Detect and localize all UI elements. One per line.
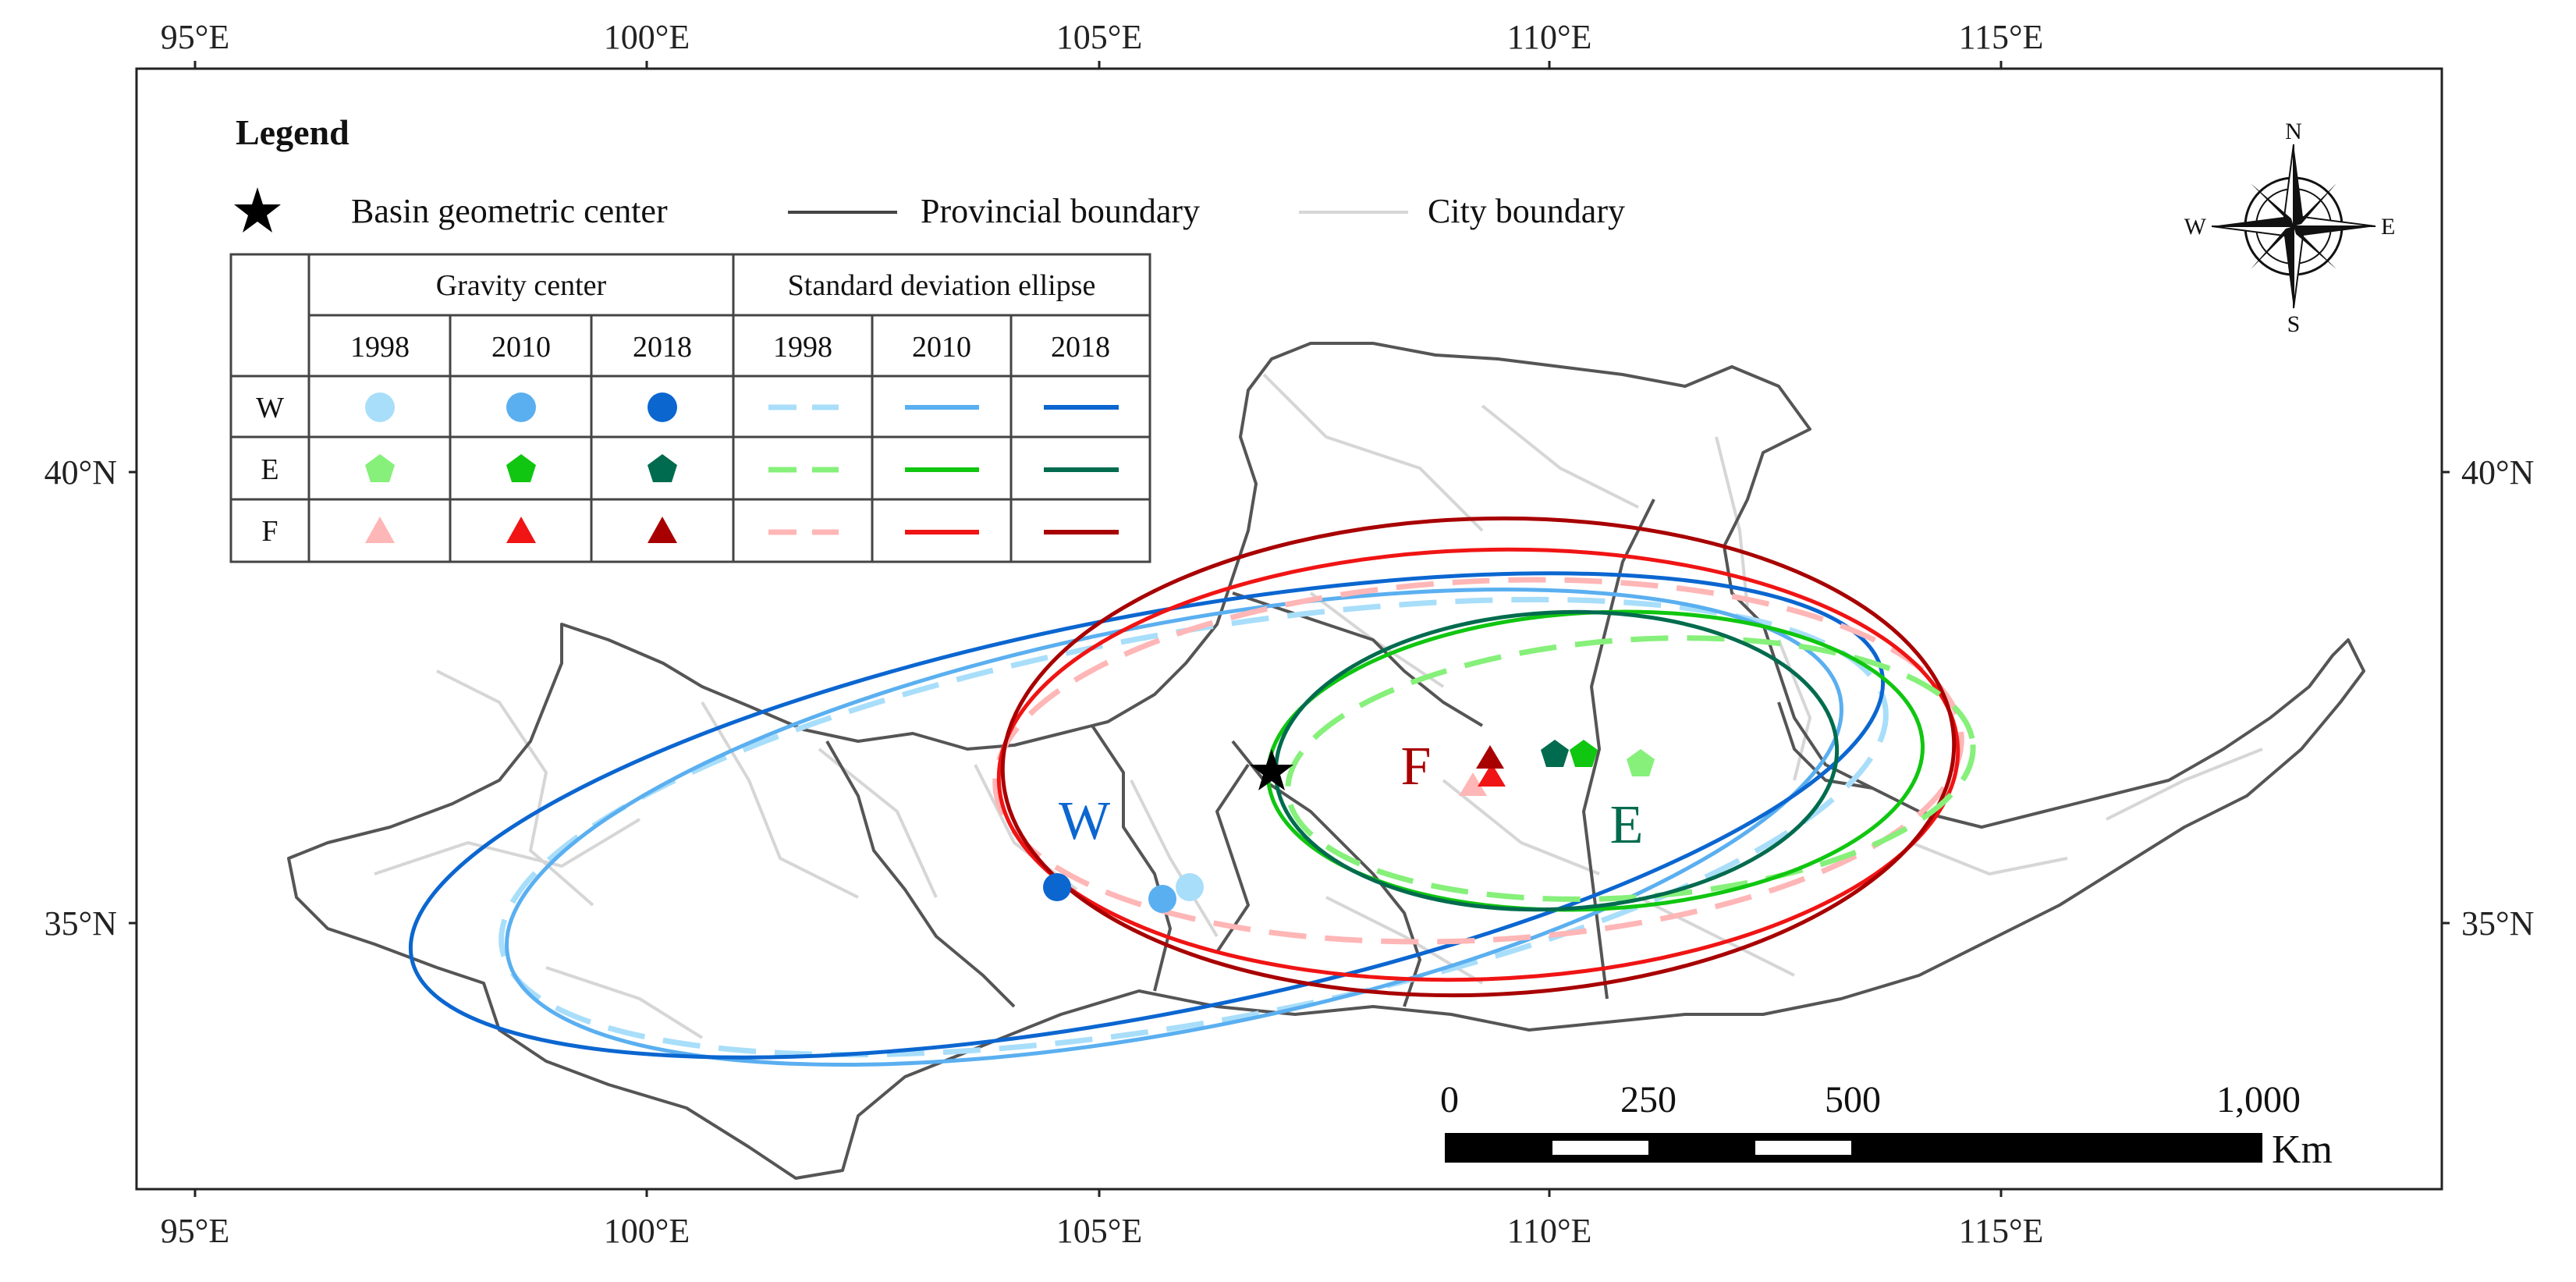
bottom-tick-label: 115°E xyxy=(1959,1212,2044,1250)
provincial-boundaries xyxy=(287,342,2365,1180)
map-label-f: F xyxy=(1401,737,1432,797)
legend-city: City boundary xyxy=(1428,192,1625,230)
basin-center-star-icon xyxy=(1250,749,1293,790)
right-tick-label: 40°N xyxy=(2461,453,2534,492)
top-tick-label: 105°E xyxy=(1056,18,1142,56)
map-label-w: W xyxy=(1059,791,1110,851)
legend-w-2018-icon xyxy=(648,392,677,422)
table-year: 1998 xyxy=(350,331,410,364)
legend-w-1998-icon xyxy=(365,392,395,422)
table-year: 2010 xyxy=(912,331,971,364)
gravity-e-1998 xyxy=(1627,749,1655,776)
gravity-f-1998 xyxy=(1459,772,1487,796)
scale-unit: Km xyxy=(2272,1128,2333,1172)
gravity-f-2010 xyxy=(1478,763,1506,787)
compass-e: E xyxy=(2381,214,2395,240)
compass-s: S xyxy=(2287,311,2301,337)
gravity-e-2018 xyxy=(1541,740,1569,767)
legend-provincial: Provincial boundary xyxy=(921,192,1200,230)
scale-label-250: 250 xyxy=(1620,1079,1677,1120)
compass-n: N xyxy=(2285,119,2302,144)
top-tick-label: 95°E xyxy=(161,18,229,56)
left-tick-label: 35°N xyxy=(44,904,117,943)
table-header-ellipse: Standard deviation ellipse xyxy=(788,269,1096,302)
top-tick-label: 100°E xyxy=(604,18,690,56)
bottom-tick-label: 95°E xyxy=(161,1212,229,1250)
ellipses-w xyxy=(408,571,1889,1067)
left-tick-label: 40°N xyxy=(44,453,117,492)
table-year: 2018 xyxy=(1051,331,1110,364)
gravity-f-2018 xyxy=(1476,745,1504,769)
legend-star-icon xyxy=(234,187,281,233)
compass-rose-icon: N S E W xyxy=(2184,119,2396,337)
gravity-centers-e xyxy=(1541,740,1655,776)
legend: Legend Basin geometric center Provincial… xyxy=(229,112,1625,563)
legend-e-2010-icon xyxy=(506,454,536,482)
gravity-w-2010 xyxy=(1148,885,1176,913)
legend-w-2010-icon xyxy=(506,392,536,422)
scale-label-0: 0 xyxy=(1440,1079,1459,1120)
gravity-w-1998 xyxy=(1176,873,1204,901)
legend-e-1998-icon xyxy=(365,454,395,482)
right-tick-label: 35°N xyxy=(2461,904,2534,943)
ellipse-w-2010 xyxy=(505,588,1843,1067)
table-row-label-f: F xyxy=(261,515,278,548)
ellipse-e-1998 xyxy=(1285,635,1976,902)
gravity-e-2010 xyxy=(1570,740,1598,767)
basin-outline xyxy=(287,342,2365,1180)
table-header-gravity: Gravity center xyxy=(436,269,607,302)
ellipses-f xyxy=(992,516,1964,998)
legend-basin-center: Basin geometric center xyxy=(351,192,668,230)
bottom-tick-label: 100°E xyxy=(604,1212,690,1250)
ellipse-w-1998 xyxy=(499,596,1889,1058)
scale-label-500: 500 xyxy=(1825,1079,1881,1120)
legend-f-2018-icon xyxy=(648,517,677,543)
ellipse-f-2010 xyxy=(996,547,1960,982)
gravity-centers-f xyxy=(1459,745,1506,796)
legend-f-1998-icon xyxy=(365,517,395,543)
legend-e-2018-icon xyxy=(648,454,677,482)
legend-f-2010-icon xyxy=(506,517,536,543)
scale-bar: 0 250 500 1,000 Km xyxy=(1440,1079,2333,1172)
ellipse-w-2018 xyxy=(408,571,1886,1060)
map-label-e: E xyxy=(1610,795,1644,855)
bottom-tick-label: 105°E xyxy=(1056,1212,1142,1250)
table-year: 2010 xyxy=(491,331,551,364)
map-frame xyxy=(135,67,2443,1191)
table-year: 1998 xyxy=(773,331,832,364)
gravity-centers-w xyxy=(1043,873,1204,913)
compass-w: W xyxy=(2184,214,2207,240)
top-tick-label: 110°E xyxy=(1507,18,1592,56)
table-row-label-w: W xyxy=(256,392,284,424)
tick-marks xyxy=(129,61,2450,1197)
table-year: 2018 xyxy=(633,331,692,364)
bottom-tick-label: 110°E xyxy=(1507,1212,1592,1250)
gravity-w-2018 xyxy=(1043,873,1071,901)
top-tick-label: 115°E xyxy=(1959,18,2044,56)
scale-label-1000: 1,000 xyxy=(2216,1079,2301,1120)
ellipse-f-1998 xyxy=(992,577,1964,945)
legend-title: Legend xyxy=(236,112,349,152)
ellipse-f-2018 xyxy=(1000,516,1957,998)
table-row-label-e: E xyxy=(261,453,279,486)
legend-table xyxy=(229,253,1151,563)
